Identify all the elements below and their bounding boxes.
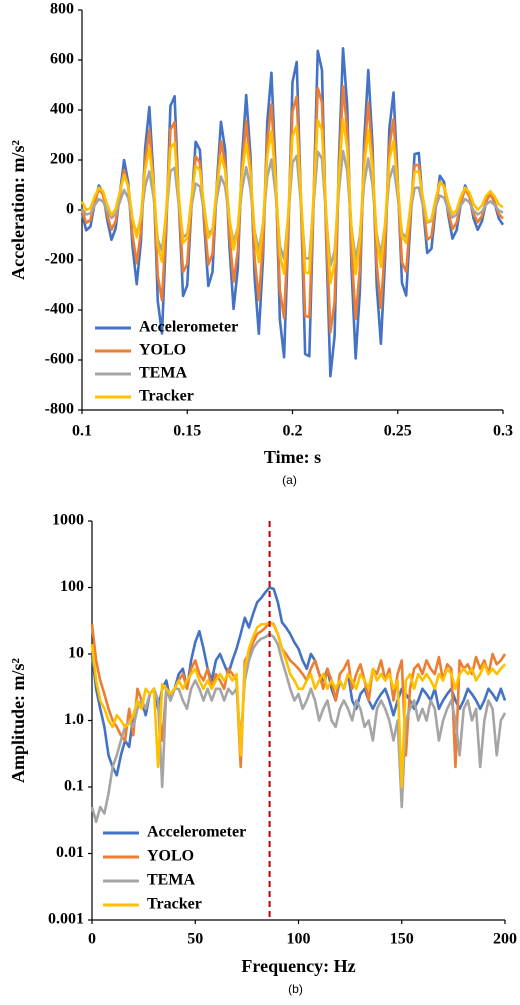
x-tick-label: 0.25	[384, 423, 412, 440]
legend-label: Accelerometer	[147, 824, 246, 841]
x-tick-label: 0.3	[493, 423, 513, 440]
x-tick-label: 0.1	[72, 423, 92, 440]
series-line	[80, 84, 504, 334]
y-tick-label: 0.001	[48, 911, 84, 928]
series-line	[90, 620, 506, 789]
y-tick-label: 800	[50, 1, 74, 18]
y-tick-label: 200	[50, 151, 74, 168]
y-tick-label: 1000	[52, 512, 84, 529]
caption: (a)	[282, 473, 297, 487]
legend-label: Tracker	[139, 388, 194, 405]
legend-label: YOLO	[147, 848, 194, 865]
x-tick-label: 0	[88, 931, 96, 948]
legend-label: Tracker	[147, 896, 202, 913]
chart: -800 -600 -400 -200 0 200 400 600 800 0.1 0.15 0.2 0…	[8, 1, 513, 488]
y-tick-label: -400	[45, 301, 74, 318]
x-axis-title: Time: s	[264, 447, 321, 467]
legend-label: Accelerometer	[139, 319, 238, 336]
x-tick-label: 50	[187, 931, 203, 948]
legend-label: YOLO	[139, 342, 186, 359]
x-tick-label: 150	[390, 931, 414, 948]
y-tick-label: -600	[45, 351, 74, 368]
chart: 0.001 0.01 0.1 1.0 10 100 1000 0 50 100 150 200 Freq…	[8, 512, 517, 997]
x-tick-label: 100	[287, 931, 311, 948]
x-tick-label: 0.15	[173, 423, 201, 440]
y-tick-label: 400	[50, 101, 74, 118]
series-line	[90, 632, 507, 824]
y-tick-label: 600	[50, 51, 74, 68]
y-tick-label: 0.1	[64, 778, 84, 795]
y-tick-label: 0.01	[56, 844, 84, 861]
legend-label: TEMA	[147, 872, 195, 889]
series-line	[80, 117, 504, 285]
y-tick-label: -200	[45, 251, 74, 268]
y-tick-label: 0	[66, 201, 74, 218]
caption: (b)	[288, 982, 303, 996]
y-tick-label: -800	[45, 401, 74, 418]
y-tick-label: 1.0	[64, 711, 84, 728]
x-axis-title: Frequency: Hz	[241, 956, 355, 976]
y-axis-title: Amplitude: m/s²	[8, 658, 28, 783]
y-tick-label: 100	[60, 578, 84, 595]
y-axis-title: Acceleration: m/s²	[8, 140, 28, 280]
x-tick-label: 200	[493, 931, 517, 948]
x-tick-label: 0.2	[283, 423, 303, 440]
legend-label: TEMA	[139, 365, 187, 382]
y-tick-label: 10	[68, 645, 84, 662]
